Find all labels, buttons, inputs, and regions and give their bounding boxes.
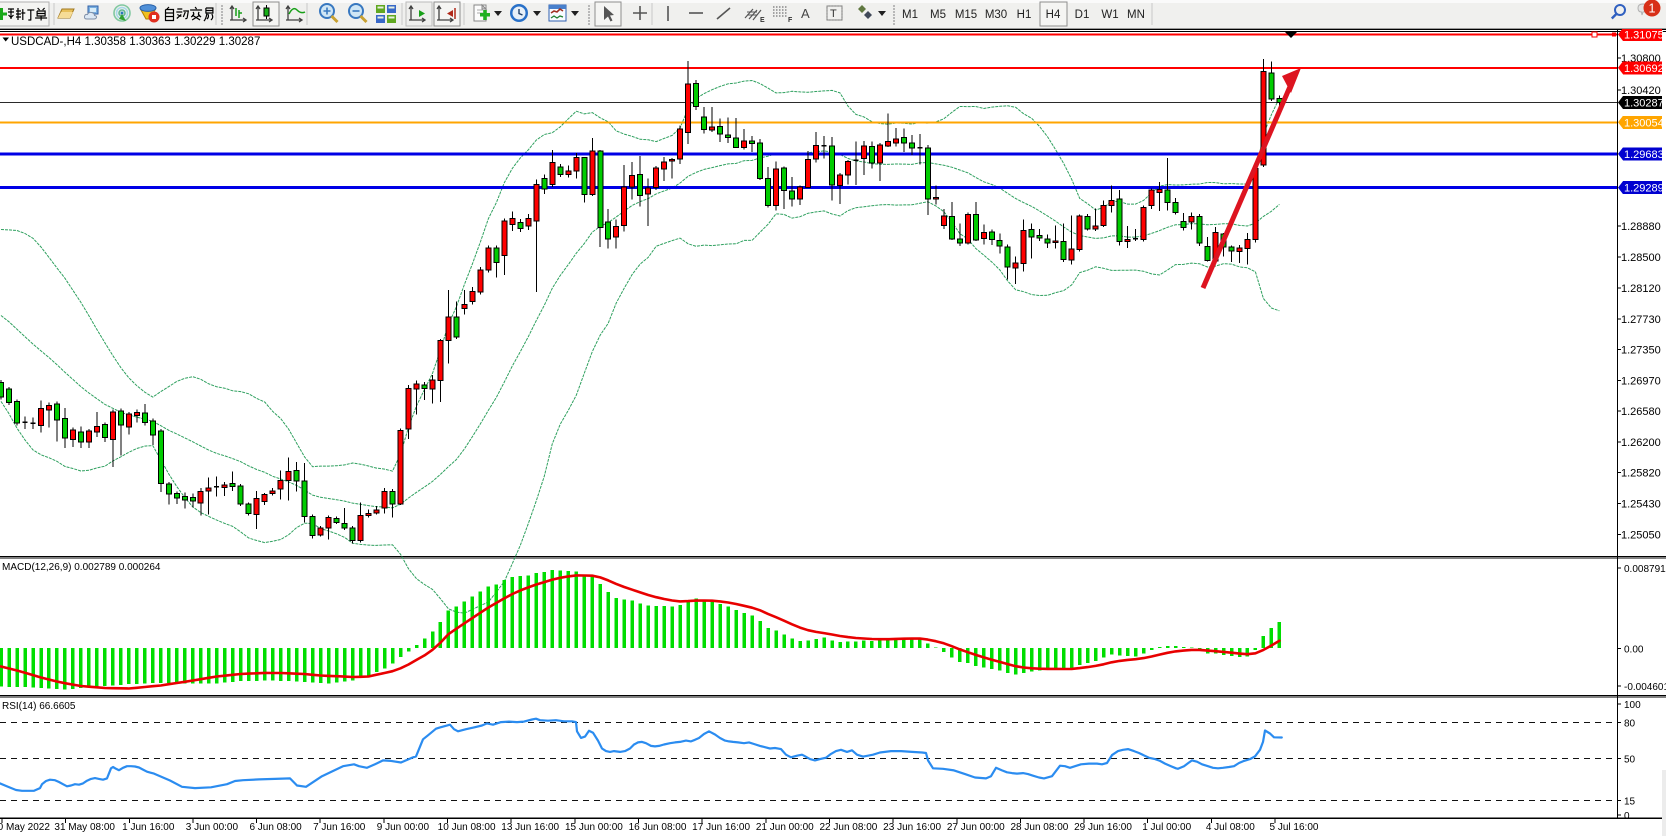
svg-text:1.31075: 1.31075	[1624, 30, 1664, 42]
svg-text:F: F	[788, 17, 793, 24]
svg-text:0.008791: 0.008791	[1624, 564, 1666, 575]
svg-text:28 Jun 08:00: 28 Jun 08:00	[1010, 822, 1068, 833]
svg-text:22 Jun 08:00: 22 Jun 08:00	[819, 822, 877, 833]
svg-text:1.30692: 1.30692	[1624, 63, 1664, 75]
svg-text:H1: H1	[1017, 9, 1032, 21]
svg-text:23 Jun 16:00: 23 Jun 16:00	[883, 822, 941, 833]
svg-text:5 Jul 16:00: 5 Jul 16:00	[1270, 822, 1319, 833]
svg-text:1.29683: 1.29683	[1624, 149, 1664, 161]
svg-text:1.29289: 1.29289	[1624, 183, 1664, 195]
svg-text:1 Jul 00:00: 1 Jul 00:00	[1142, 822, 1191, 833]
svg-text:50: 50	[1624, 754, 1636, 765]
svg-text:4 Jul 08:00: 4 Jul 08:00	[1206, 822, 1255, 833]
svg-text:M30: M30	[985, 9, 1007, 21]
svg-text:1.26200: 1.26200	[1621, 437, 1661, 449]
svg-text:27 Jun 00:00: 27 Jun 00:00	[947, 822, 1005, 833]
svg-text:A: A	[801, 6, 810, 21]
svg-text:1.28880: 1.28880	[1621, 221, 1661, 233]
svg-text:1.26580: 1.26580	[1621, 406, 1661, 418]
svg-text:M1: M1	[902, 9, 918, 21]
svg-text:0.00: 0.00	[1624, 645, 1644, 656]
svg-text:3 Jun 00:00: 3 Jun 00:00	[186, 822, 239, 833]
svg-text:1 Jun 16:00: 1 Jun 16:00	[122, 822, 175, 833]
svg-text:1.30054: 1.30054	[1624, 117, 1664, 129]
svg-text:16 Jun 08:00: 16 Jun 08:00	[629, 822, 687, 833]
svg-text:10 Jun 08:00: 10 Jun 08:00	[438, 822, 496, 833]
svg-text:-0.004601: -0.004601	[1624, 682, 1666, 693]
svg-text:30 May 2022: 30 May 2022	[0, 822, 50, 833]
svg-text:15: 15	[1624, 796, 1636, 807]
svg-text:T: T	[830, 8, 837, 20]
svg-text:W1: W1	[1101, 9, 1118, 21]
svg-text:1.28500: 1.28500	[1621, 252, 1661, 264]
svg-text:MN: MN	[1127, 9, 1145, 21]
svg-text:D1: D1	[1075, 9, 1090, 21]
svg-text:1.27730: 1.27730	[1621, 314, 1661, 326]
svg-text:9 Jun 00:00: 9 Jun 00:00	[377, 822, 430, 833]
svg-text:21 Jun 00:00: 21 Jun 00:00	[756, 822, 814, 833]
svg-text:USDCAD-,H4 1.30358 1.30363 1.: USDCAD-,H4 1.30358 1.30363 1.30229 1.302…	[11, 36, 260, 48]
svg-text:E: E	[760, 17, 765, 24]
svg-text:100: 100	[1624, 700, 1641, 711]
svg-text:1.30287: 1.30287	[1624, 98, 1664, 110]
svg-text:31 May 08:00: 31 May 08:00	[54, 822, 115, 833]
svg-text:0: 0	[1624, 811, 1630, 822]
svg-text:80: 80	[1624, 718, 1636, 729]
svg-text:1.26970: 1.26970	[1621, 375, 1661, 387]
svg-text:1: 1	[1649, 2, 1656, 16]
svg-text:RSI(14) 66.6605: RSI(14) 66.6605	[2, 701, 76, 712]
svg-text:MACD(12,26,9) 0.002789 0.00026: MACD(12,26,9) 0.002789 0.000264	[2, 562, 161, 573]
svg-text:M5: M5	[930, 9, 946, 21]
svg-text:1.27350: 1.27350	[1621, 344, 1661, 356]
svg-text:1.28120: 1.28120	[1621, 283, 1661, 295]
svg-text:7 Jun 16:00: 7 Jun 16:00	[313, 822, 366, 833]
svg-text:1.25430: 1.25430	[1621, 499, 1661, 511]
svg-text:15 Jun 00:00: 15 Jun 00:00	[565, 822, 623, 833]
svg-text:1.30420: 1.30420	[1621, 85, 1661, 97]
svg-text:13 Jun 16:00: 13 Jun 16:00	[501, 822, 559, 833]
svg-text:1.25050: 1.25050	[1621, 530, 1661, 542]
svg-text:17 Jun 16:00: 17 Jun 16:00	[692, 822, 750, 833]
svg-text:6 Jun 08:00: 6 Jun 08:00	[249, 822, 302, 833]
svg-text:29 Jun 16:00: 29 Jun 16:00	[1074, 822, 1132, 833]
svg-text:M15: M15	[955, 9, 977, 21]
svg-text:H4: H4	[1046, 9, 1061, 21]
svg-text:1.25820: 1.25820	[1621, 468, 1661, 480]
